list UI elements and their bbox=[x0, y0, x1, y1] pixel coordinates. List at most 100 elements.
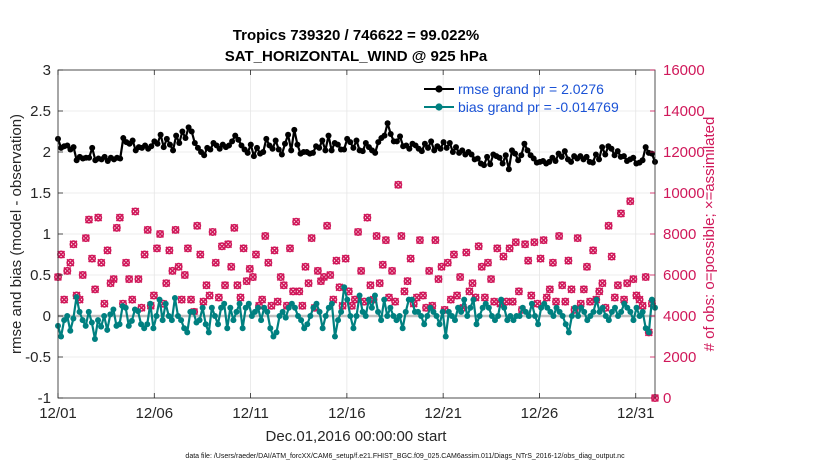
obs-point bbox=[295, 287, 304, 296]
obs-point bbox=[125, 275, 134, 284]
rmse-point bbox=[443, 144, 450, 151]
rmse-point bbox=[260, 149, 267, 155]
bias-point bbox=[436, 321, 443, 328]
bias-point bbox=[371, 292, 378, 299]
rmse-point bbox=[480, 162, 487, 169]
y-tick-label-right: 4000 bbox=[663, 308, 696, 325]
obs-point bbox=[462, 248, 471, 257]
rmse-point bbox=[322, 147, 329, 154]
obs-point bbox=[301, 262, 310, 271]
bias-series bbox=[55, 284, 658, 342]
rmse-point bbox=[449, 149, 456, 155]
bias-point bbox=[562, 321, 569, 328]
obs-point bbox=[112, 223, 121, 232]
bias-point bbox=[568, 313, 575, 319]
rmse-point bbox=[350, 144, 357, 151]
bias-point bbox=[267, 325, 274, 332]
bias-point bbox=[104, 326, 111, 333]
bias-point bbox=[128, 317, 135, 324]
legend-rmse-marker bbox=[435, 85, 443, 93]
obs-point bbox=[378, 260, 387, 269]
x-tick-label: 12/06 bbox=[136, 405, 174, 422]
bias-point bbox=[159, 317, 166, 324]
rmse-point bbox=[387, 130, 394, 137]
rmse-point bbox=[160, 144, 167, 151]
rmse-point bbox=[599, 144, 606, 151]
obs-point bbox=[103, 246, 112, 255]
obs-point bbox=[453, 291, 462, 300]
bias-point bbox=[335, 317, 342, 324]
obs-point bbox=[505, 244, 514, 253]
obs-point bbox=[227, 262, 236, 271]
bias-point bbox=[144, 321, 151, 328]
obs-point bbox=[208, 227, 217, 236]
bias-point bbox=[461, 296, 468, 303]
bias-point bbox=[85, 308, 92, 315]
bias-point bbox=[218, 304, 225, 311]
obs-point bbox=[165, 246, 174, 255]
obs-point bbox=[641, 273, 650, 282]
obs-point bbox=[406, 254, 415, 263]
bias-point bbox=[559, 313, 566, 319]
bias-point bbox=[338, 308, 345, 315]
bias-point bbox=[538, 304, 545, 311]
rmse-point bbox=[216, 145, 223, 152]
bias-point bbox=[276, 313, 283, 319]
rmse-point bbox=[484, 153, 491, 160]
obs-point bbox=[394, 180, 403, 189]
bias-point bbox=[236, 300, 243, 307]
obs-point bbox=[607, 252, 616, 261]
legend-bias-label: bias grand pr = -0.014769 bbox=[458, 99, 619, 115]
obs-point bbox=[332, 256, 341, 265]
obs-point bbox=[211, 258, 220, 267]
bias-point bbox=[211, 313, 218, 319]
obs-point bbox=[245, 264, 254, 273]
rmse-point bbox=[614, 148, 621, 155]
obs-point bbox=[313, 266, 322, 275]
obs-point bbox=[604, 221, 613, 230]
rmse-point bbox=[602, 151, 609, 158]
bias-point bbox=[110, 306, 117, 313]
bias-point bbox=[618, 308, 625, 315]
bias-point bbox=[476, 313, 483, 319]
rmse-point bbox=[611, 152, 618, 159]
bias-point bbox=[224, 325, 231, 332]
bias-point bbox=[141, 325, 148, 332]
y-tick-label-right: 10000 bbox=[663, 185, 705, 202]
obs-point bbox=[446, 295, 455, 304]
bias-point bbox=[599, 304, 606, 311]
obs-point bbox=[115, 213, 124, 222]
obs-point bbox=[468, 279, 477, 288]
rmse-point bbox=[505, 166, 512, 173]
bias-point bbox=[408, 296, 415, 303]
bias-point bbox=[639, 308, 646, 315]
obs-point bbox=[109, 275, 118, 284]
rmse-point bbox=[384, 120, 391, 127]
obs-point bbox=[400, 287, 409, 296]
bias-point bbox=[587, 313, 594, 319]
bias-point bbox=[95, 317, 102, 324]
bias-point bbox=[365, 296, 372, 303]
bias-point bbox=[516, 313, 523, 319]
bias-point bbox=[307, 313, 314, 319]
x-axis-label: Dec.01,2016 00:00:00 start bbox=[266, 428, 448, 445]
rmse-point bbox=[546, 158, 553, 165]
rmse-point bbox=[468, 151, 475, 158]
rmse-point bbox=[648, 150, 655, 157]
bias-point bbox=[633, 304, 640, 311]
bias-point bbox=[458, 308, 465, 315]
rmse-point bbox=[446, 139, 453, 146]
obs-point bbox=[511, 238, 520, 247]
obs-point bbox=[465, 287, 474, 296]
bias-point bbox=[70, 315, 77, 322]
rmse-point bbox=[524, 147, 531, 154]
bias-point bbox=[575, 313, 582, 319]
rmse-point bbox=[487, 161, 494, 168]
bias-point bbox=[584, 317, 591, 324]
obs-point bbox=[449, 250, 458, 259]
bias-point bbox=[393, 317, 400, 324]
obs-point bbox=[514, 287, 523, 296]
rmse-point bbox=[309, 149, 316, 156]
obs-point bbox=[279, 281, 288, 290]
bias-point bbox=[498, 296, 505, 303]
